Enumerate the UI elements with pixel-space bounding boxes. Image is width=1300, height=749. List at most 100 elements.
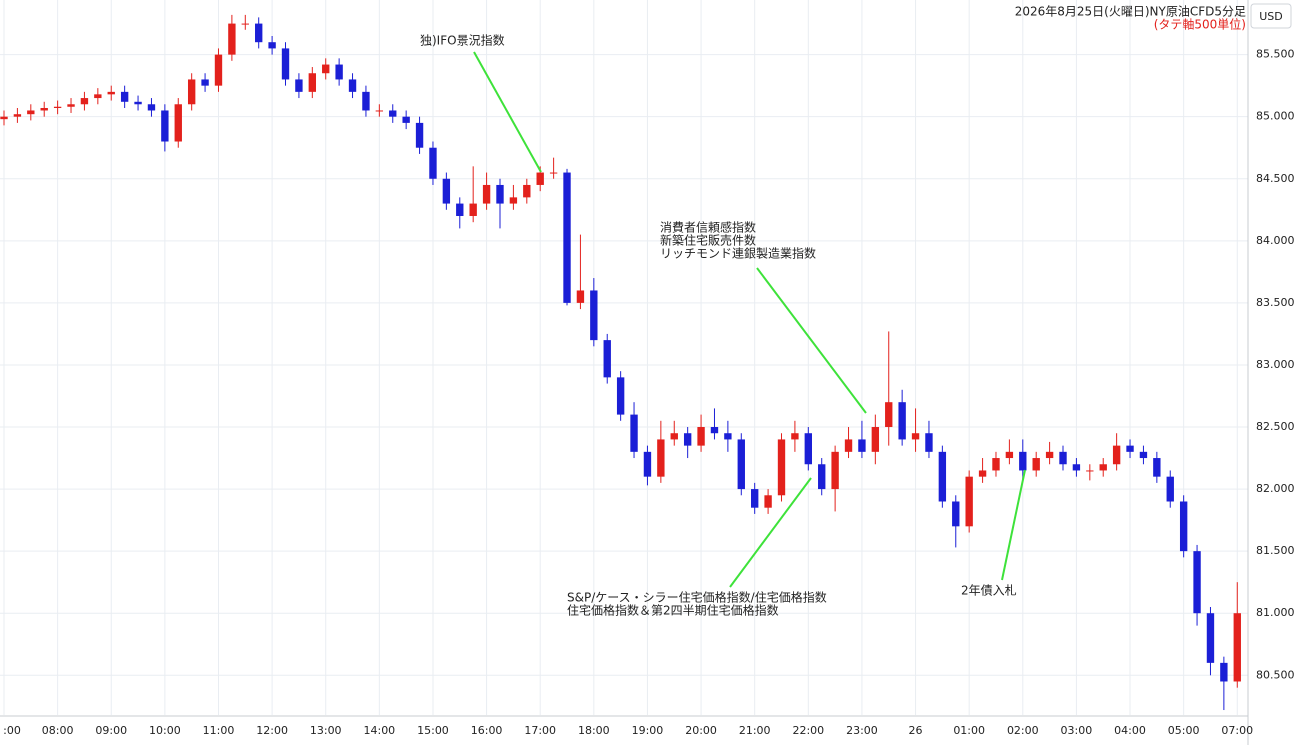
candle-body xyxy=(482,184,491,204)
candle-body xyxy=(322,64,330,74)
currency-box xyxy=(1250,3,1292,29)
candles xyxy=(0,14,1241,711)
x-tick-label: 05:00 xyxy=(1168,724,1200,737)
currency: USD xyxy=(1259,10,1283,23)
candle-body xyxy=(1086,470,1094,472)
annotations: 独)IFO景況指数 消費者信頼感指数 新築住宅販売件数 リッチモンド連銀製造業指… xyxy=(420,33,1026,618)
candle-body xyxy=(1233,613,1241,682)
candle-body xyxy=(1099,464,1107,471)
x-tick-label: 17:00 xyxy=(524,724,556,737)
candle-body xyxy=(80,98,89,105)
candle-body xyxy=(187,79,196,105)
candle-body xyxy=(710,427,719,434)
candle-body xyxy=(965,476,973,527)
candle-body xyxy=(389,110,397,117)
x-tick-label: 09:00 xyxy=(95,724,127,737)
candle-body xyxy=(295,79,303,92)
annotation-line xyxy=(1001,469,1026,581)
annotation-text: S&P/ケース・シラー住宅価格指数/住宅価格指数 xyxy=(567,590,827,605)
candle-body xyxy=(751,489,759,508)
candle-body xyxy=(1045,451,1054,459)
candle-body xyxy=(496,184,504,204)
candle-body xyxy=(1153,458,1161,477)
x-tick-label: 07:00 xyxy=(1221,724,1253,737)
candle-body xyxy=(469,203,477,216)
annotation-text: 独)IFO景況指数 xyxy=(420,33,505,48)
candle-body xyxy=(683,433,692,446)
x-tick-label: 15:00 xyxy=(417,724,449,737)
candle-body xyxy=(147,104,156,111)
candle-body xyxy=(898,402,906,440)
candle-body xyxy=(590,290,598,341)
chart-title: 2026年8月25日(火曜日)NY原油CFD5分足 xyxy=(1015,5,1246,19)
candle-body xyxy=(925,433,933,452)
candle-body xyxy=(804,433,812,465)
candle-body xyxy=(978,470,987,477)
candle-body xyxy=(429,147,437,179)
candle-body xyxy=(1220,662,1228,682)
candle-body xyxy=(777,439,786,496)
annotation-text: 新築住宅販売件数 xyxy=(660,233,756,248)
x-tick-label: 01:00 xyxy=(953,724,985,737)
candle-body xyxy=(831,451,839,490)
candle-body xyxy=(442,178,451,204)
candle-body xyxy=(858,439,866,452)
candle-body xyxy=(509,197,518,204)
candle-body xyxy=(1166,476,1174,502)
price-axis-panel xyxy=(1248,0,1300,745)
candle-body xyxy=(697,427,705,446)
candle-body xyxy=(670,433,678,440)
candle-body xyxy=(1206,613,1215,663)
candle-body xyxy=(94,94,102,99)
candle-body xyxy=(27,110,35,115)
y-tick-label: 82.000 xyxy=(1256,482,1295,495)
candle-body xyxy=(415,122,424,148)
candle-body xyxy=(228,23,236,55)
candle-body xyxy=(107,91,115,95)
candle-body xyxy=(402,116,410,123)
x-tick-label: 14:00 xyxy=(363,724,395,737)
candle-body xyxy=(281,48,290,80)
x-tick-label: 02:00 xyxy=(1007,724,1039,737)
candle-body xyxy=(536,172,544,185)
annotation-text: 2年債入札 xyxy=(961,583,1017,598)
candle-body xyxy=(952,501,960,527)
candle-body xyxy=(1059,451,1067,465)
candle-body xyxy=(992,458,1000,471)
y-tick-label: 81.500 xyxy=(1256,544,1295,557)
candle-body xyxy=(885,402,893,428)
y-tick-label: 85.500 xyxy=(1256,48,1295,61)
x-tick-label: 04:00 xyxy=(1114,724,1146,737)
annotation-text: リッチモンド連銀製造業指数 xyxy=(660,246,816,261)
candle-body xyxy=(657,439,665,477)
x-tick-label: 22:00 xyxy=(792,724,824,737)
x-tick-label: 08:00 xyxy=(42,724,74,737)
candle-body xyxy=(161,110,169,142)
candle-body xyxy=(737,439,745,490)
y-tick-label: 80.500 xyxy=(1256,668,1295,681)
y-tick-label: 84.500 xyxy=(1256,172,1295,185)
candle-body xyxy=(549,172,558,174)
candle-body xyxy=(40,107,48,111)
annotation-text: 消費者信頼感指数 xyxy=(660,220,756,235)
candle-body xyxy=(791,433,799,440)
candle-body xyxy=(0,116,8,120)
candle-body xyxy=(1019,451,1027,471)
y-tick-label: 85.000 xyxy=(1256,110,1295,123)
candle-body xyxy=(13,114,22,117)
x-tick-label: 26 xyxy=(909,724,923,737)
x-tick-label: 10:00 xyxy=(149,724,181,737)
candle-body xyxy=(1072,464,1081,471)
candle-body xyxy=(456,203,464,216)
y-tick-label: 82.500 xyxy=(1256,420,1295,433)
x-tick-label: 12:00 xyxy=(256,724,288,737)
candle-body xyxy=(616,377,625,415)
y-tick-label: 84.000 xyxy=(1256,234,1295,247)
candle-body xyxy=(67,104,75,107)
candle-body xyxy=(844,439,853,452)
candle-body xyxy=(174,104,182,142)
x-tick-label: 13:00 xyxy=(310,724,342,737)
candle-body xyxy=(938,451,947,502)
candle-body xyxy=(362,91,370,111)
